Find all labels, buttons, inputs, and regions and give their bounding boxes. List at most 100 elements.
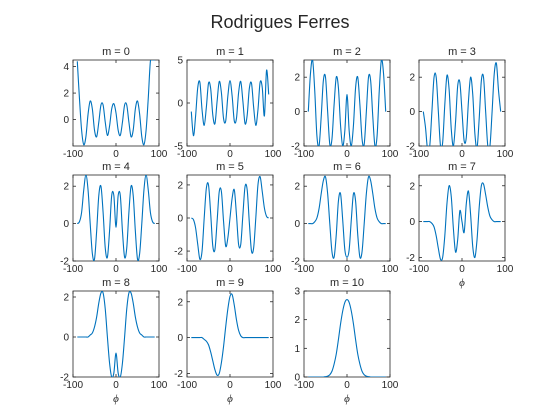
axes-box bbox=[303, 174, 391, 262]
x-tick-label: -100 bbox=[63, 264, 83, 275]
series-line bbox=[191, 293, 269, 377]
x-tick-label: 100 bbox=[265, 380, 282, 391]
y-tick-label: 2 bbox=[63, 89, 69, 100]
y-tick-label: 0 bbox=[63, 115, 69, 126]
x-tick-label: 0 bbox=[113, 149, 119, 160]
subplot-title: m = 1 bbox=[216, 46, 244, 58]
y-tick-label: -2 bbox=[174, 247, 183, 258]
y-tick-label: 0 bbox=[294, 219, 300, 230]
series-line bbox=[308, 299, 386, 377]
x-tick-label: 100 bbox=[151, 380, 168, 391]
x-tick-label: 0 bbox=[344, 264, 350, 275]
series-line bbox=[190, 69, 270, 137]
subplot-title: m = 9 bbox=[216, 277, 244, 289]
x-tick-label: 100 bbox=[382, 264, 399, 275]
x-tick-label: -100 bbox=[294, 380, 314, 391]
x-tick-label: -100 bbox=[409, 149, 429, 160]
y-tick-label: 2 bbox=[177, 297, 183, 308]
x-tick-label: 0 bbox=[113, 264, 119, 275]
x-tick-label: 100 bbox=[151, 149, 168, 160]
x-tick-label: -100 bbox=[177, 380, 197, 391]
axes-box bbox=[72, 174, 160, 262]
x-tick-label: 0 bbox=[227, 380, 233, 391]
y-tick-label: 0 bbox=[409, 217, 415, 228]
y-tick-label: 5 bbox=[177, 56, 183, 67]
x-tick-label: -100 bbox=[63, 149, 83, 160]
x-tick-label: 0 bbox=[113, 380, 119, 391]
y-tick-label: 0 bbox=[409, 107, 415, 118]
subplot-title: m = 6 bbox=[333, 161, 361, 173]
subplot-10: m = 9 -100 0 100 -2 0 2 ϕ bbox=[174, 277, 282, 405]
y-tick-label: 2 bbox=[409, 181, 415, 192]
y-tick-label: 0 bbox=[177, 214, 183, 225]
figure-title: Rodrigues Ferres bbox=[210, 12, 349, 32]
x-tick-label: 0 bbox=[459, 264, 465, 275]
subplot-title: m = 3 bbox=[448, 46, 476, 58]
y-tick-label: -2 bbox=[174, 369, 183, 380]
x-axis-label: ϕ bbox=[344, 393, 350, 405]
axes-box bbox=[186, 290, 274, 378]
y-tick-label: 2 bbox=[294, 315, 300, 326]
series-line bbox=[76, 60, 155, 146]
x-tick-label: 100 bbox=[382, 149, 399, 160]
y-tick-label: 2 bbox=[294, 182, 300, 193]
axes-box bbox=[72, 59, 160, 147]
subplot-2: m = 1 -100 0 100 -5 0 5 bbox=[174, 46, 282, 160]
y-tick-label: 3 bbox=[294, 287, 300, 298]
series-line bbox=[76, 175, 156, 261]
y-tick-label: 2 bbox=[177, 180, 183, 191]
subplot-title: m = 8 bbox=[102, 277, 130, 289]
x-tick-label: 0 bbox=[227, 149, 233, 160]
y-tick-label: -2 bbox=[291, 142, 300, 153]
axes-box bbox=[72, 290, 160, 378]
y-tick-label: 1 bbox=[294, 344, 300, 355]
y-tick-label: 4 bbox=[63, 62, 69, 73]
x-tick-label: -100 bbox=[177, 264, 197, 275]
subplot-title: m = 0 bbox=[102, 46, 130, 58]
y-tick-label: 2 bbox=[63, 293, 69, 304]
y-tick-label: 0 bbox=[63, 219, 69, 230]
series-line bbox=[308, 175, 386, 259]
y-tick-label: -2 bbox=[60, 373, 69, 384]
subplot-4: m = 3 -100 0 100 -2 0 2 bbox=[406, 46, 514, 160]
y-tick-label: -2 bbox=[291, 257, 300, 268]
subplot-9: m = 8 -100 0 100 -2 0 2 ϕ bbox=[60, 277, 168, 405]
subplot-title: m = 4 bbox=[102, 161, 130, 173]
series-line bbox=[77, 291, 155, 377]
y-tick-label: -2 bbox=[406, 253, 415, 264]
x-tick-label: -100 bbox=[409, 264, 429, 275]
x-axis-label: ϕ bbox=[227, 393, 233, 405]
subplot-8: m = 7 -100 0 100 -2 0 2 ϕ bbox=[406, 161, 514, 289]
series-line bbox=[190, 175, 270, 261]
subplot-3: m = 2 -100 0 100 -2 0 2 bbox=[291, 46, 399, 160]
y-tick-label: -2 bbox=[60, 257, 69, 268]
x-axis-label: ϕ bbox=[113, 393, 119, 405]
x-tick-label: 0 bbox=[227, 264, 233, 275]
y-tick-label: 2 bbox=[63, 182, 69, 193]
x-tick-label: -100 bbox=[294, 264, 314, 275]
series-line bbox=[307, 60, 387, 146]
y-tick-label: 0 bbox=[294, 107, 300, 118]
x-tick-label: 100 bbox=[265, 149, 282, 160]
x-axis-label: ϕ bbox=[459, 277, 465, 289]
series-line bbox=[423, 182, 501, 261]
x-tick-label: 0 bbox=[344, 149, 350, 160]
subplot-title: m = 2 bbox=[333, 46, 361, 58]
x-tick-label: 100 bbox=[497, 149, 514, 160]
subplot-6: m = 5 -100 0 100 -2 0 2 bbox=[174, 161, 282, 275]
x-tick-label: -100 bbox=[294, 149, 314, 160]
y-tick-label: 0 bbox=[63, 333, 69, 344]
subplot-title: m = 5 bbox=[216, 161, 244, 173]
x-tick-label: 100 bbox=[151, 264, 168, 275]
y-tick-label: 2 bbox=[294, 73, 300, 84]
axes-box bbox=[303, 59, 391, 147]
y-tick-label: 0 bbox=[177, 333, 183, 344]
y-tick-label: 2 bbox=[409, 73, 415, 84]
series-line bbox=[422, 62, 502, 146]
x-tick-label: 100 bbox=[497, 264, 514, 275]
y-tick-label: -5 bbox=[174, 142, 183, 153]
subplot-1: m = 0 -100 0 100 0 2 4 bbox=[63, 46, 168, 160]
